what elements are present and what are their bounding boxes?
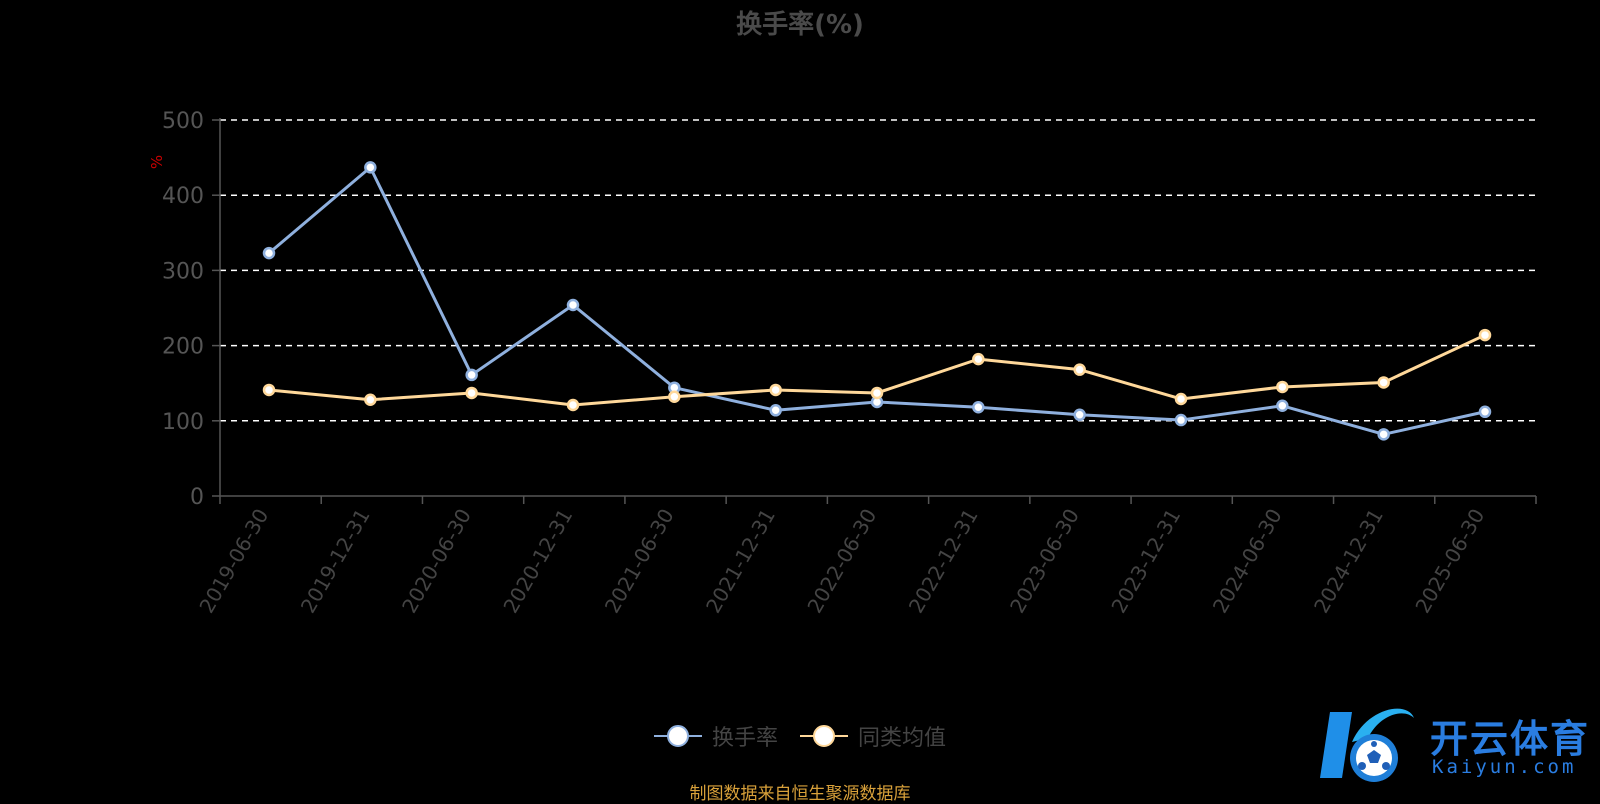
data-source-note: 制图数据来自恒生聚源数据库 (689, 784, 911, 804)
x-tick-label-2024-12-31: 2024-12-31 (1309, 505, 1388, 618)
series-lines (262, 161, 1492, 441)
x-tick-label-2020-12-31: 2020-12-31 (498, 505, 577, 618)
data-point-1-2022-12-31 (972, 352, 985, 366)
legend-label-turnover: 换手率 (711, 726, 778, 751)
data-point-0-2019-12-31 (364, 161, 377, 174)
data-point-0-2024-06-30 (1276, 399, 1289, 413)
data-point-1-2019-06-30 (262, 383, 276, 397)
data-point-0-2020-12-31 (566, 298, 580, 312)
data-point-1-2021-12-31 (769, 383, 782, 397)
x-tick-label-2019-12-31: 2019-12-31 (296, 505, 375, 618)
data-point-0-2019-06-30 (262, 246, 276, 260)
data-point-1-2024-12-31 (1377, 376, 1390, 389)
data-point-0-2021-12-31 (769, 404, 782, 417)
data-point-0-2023-06-30 (1073, 408, 1086, 422)
watermark-logo: 开云体育 Kaiyun.com (1312, 700, 1600, 790)
x-tick-label-2022-12-31: 2022-12-31 (904, 504, 983, 617)
legend-label-peer-average: 同类均值 (858, 726, 947, 751)
data-point-0-2022-12-31 (972, 401, 985, 414)
data-point-1-2024-06-30 (1276, 380, 1289, 394)
x-tick-label-2022-06-30: 2022-06-30 (802, 505, 881, 618)
data-point-0-2025-06-30 (1478, 405, 1492, 419)
data-point-1-2023-12-31 (1174, 392, 1188, 406)
y-tick-label-200: 200 (162, 335, 204, 360)
data-point-0-2023-12-31 (1174, 413, 1188, 427)
gridlines (220, 119, 1536, 422)
data-point-1-2022-06-30 (870, 386, 884, 400)
legend-swatch-peer-average (800, 725, 848, 747)
data-point-1-2020-06-30 (465, 386, 478, 400)
soccer-ball-logo-icon (1320, 708, 1414, 782)
data-point-1-2020-12-31 (566, 398, 580, 412)
chart-title: 换手率(%) (736, 10, 864, 40)
x-tick-label-2021-12-31: 2021-12-31 (701, 505, 780, 618)
x-tick-label-2023-12-31: 2023-12-31 (1106, 505, 1185, 618)
x-tick-label-2019-06-30: 2019-06-30 (194, 505, 273, 618)
watermark-brand: 开云体育 (1430, 717, 1591, 761)
legend-item-turnover[interactable]: 换手率 (653, 720, 778, 752)
axes (212, 118, 1537, 504)
x-tick-label-2021-06-30: 2021-06-30 (600, 505, 679, 618)
x-tick-label-2024-06-30: 2024-06-30 (1208, 505, 1287, 618)
x-tick-label-2025-06-30: 2025-06-30 (1410, 505, 1489, 618)
data-point-1-2023-06-30 (1073, 363, 1086, 376)
y-tick-label-500: 500 (162, 109, 204, 134)
y-tick-label-300: 300 (162, 259, 204, 284)
data-point-1-2025-06-30 (1478, 328, 1492, 342)
legend-item-peer-average[interactable]: 同类均值 (800, 720, 946, 752)
y-axis-label: % (148, 155, 166, 169)
data-point-0-2024-12-31 (1377, 428, 1390, 441)
data-point-0-2020-06-30 (465, 368, 478, 382)
legend-swatch-turnover (653, 725, 702, 747)
data-point-1-2019-12-31 (364, 393, 377, 406)
y-tick-label-400: 400 (162, 184, 204, 209)
x-tick-label-2020-06-30: 2020-06-30 (397, 504, 476, 617)
legend: 换手率 同类均值 (0, 720, 1600, 752)
x-tick-label-2023-06-30: 2023-06-30 (1005, 505, 1084, 618)
data-point-1-2021-06-30 (668, 390, 681, 403)
y-tick-label-0: 0 (190, 485, 204, 510)
y-tick-label-100: 100 (162, 410, 204, 435)
watermark-domain: Kaiyun.com (1432, 756, 1577, 778)
